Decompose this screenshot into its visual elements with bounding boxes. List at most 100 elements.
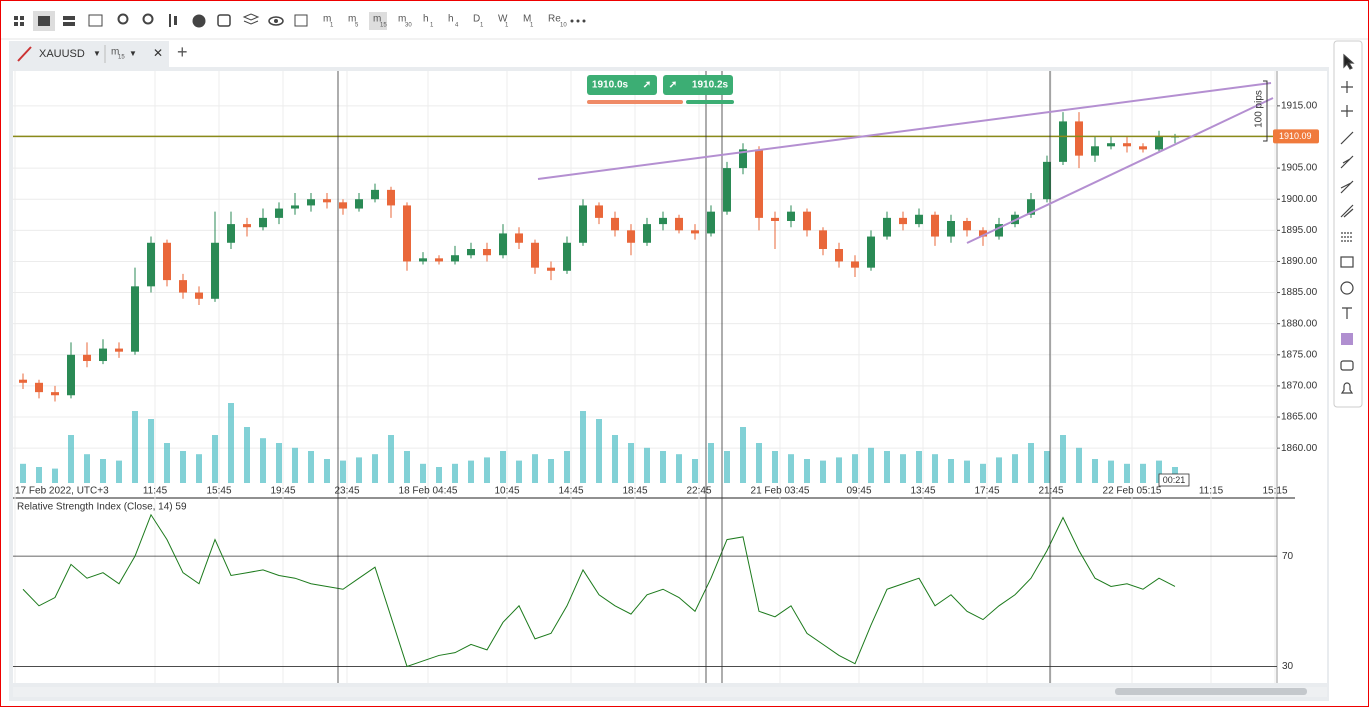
- volume-bar: [516, 460, 522, 483]
- range-bracket: [1263, 80, 1268, 142]
- tool-alert[interactable]: [1340, 382, 1354, 394]
- icon[interactable]: [88, 14, 103, 27]
- timeframe-label[interactable]: m: [323, 14, 331, 25]
- timeframe-sub[interactable]: 15: [380, 23, 387, 29]
- icon[interactable]: [20, 16, 24, 20]
- icon[interactable]: [570, 19, 574, 23]
- icon[interactable]: [174, 16, 177, 25]
- close-tab[interactable]: ✕: [153, 46, 163, 60]
- dropdown-arrow[interactable]: ▼: [93, 49, 101, 58]
- tab-timeframe-sub[interactable]: 15: [118, 55, 125, 61]
- timeframe-label[interactable]: m: [398, 14, 406, 25]
- timeframe-label[interactable]: W: [498, 14, 508, 25]
- volume-bar: [68, 435, 74, 483]
- tool-ellipse[interactable]: [1340, 281, 1354, 295]
- candle-body: [275, 208, 283, 218]
- volume-bar: [772, 451, 778, 483]
- tab-timeframe[interactable]: m: [111, 47, 119, 58]
- trend-line[interactable]: [537, 82, 1272, 180]
- icon[interactable]: [63, 22, 75, 26]
- candle-body: [803, 211, 811, 231]
- candle-body: [851, 261, 859, 268]
- arrow: ➚: [643, 80, 651, 91]
- tab[interactable]: [9, 41, 169, 67]
- candle-body: [1091, 146, 1099, 156]
- volume-bar: [452, 463, 458, 483]
- icon[interactable]: [576, 19, 580, 23]
- tool-fib[interactable]: [1340, 180, 1354, 194]
- volume-bar: [468, 460, 474, 483]
- icon[interactable]: [14, 16, 18, 20]
- tool-dot[interactable]: [1341, 105, 1353, 117]
- add-tab[interactable]: +: [177, 42, 188, 62]
- dropdown-arrow[interactable]: ▼: [129, 49, 137, 58]
- timeframe-sub[interactable]: 1: [530, 23, 534, 29]
- icon[interactable]: [274, 19, 278, 23]
- timeframe-sub[interactable]: 5: [355, 23, 359, 29]
- sell-price[interactable]: 1910.0s: [592, 80, 629, 91]
- timeframe-label[interactable]: M: [523, 14, 531, 25]
- candle-body: [563, 242, 571, 271]
- candle-body: [259, 217, 267, 228]
- timeframe-sub[interactable]: 10: [560, 23, 567, 29]
- icon[interactable]: [142, 13, 154, 25]
- scrollbar-thumb[interactable]: [1115, 688, 1307, 695]
- icon[interactable]: [169, 14, 171, 27]
- timeframe-label[interactable]: m: [348, 14, 356, 25]
- timeframe-sub[interactable]: 30: [405, 23, 412, 29]
- tool-pointer[interactable]: [1343, 53, 1355, 70]
- tab-symbol[interactable]: XAUUSD: [39, 48, 85, 60]
- candle-body: [499, 233, 507, 256]
- tool-line[interactable]: [1340, 131, 1354, 145]
- icon[interactable]: [38, 16, 50, 26]
- icon[interactable]: [217, 14, 231, 27]
- volume-bar: [340, 460, 346, 483]
- tool-screenshot[interactable]: [1340, 360, 1354, 371]
- candle-body: [19, 379, 27, 383]
- icon[interactable]: [582, 19, 586, 23]
- timeframe-sub[interactable]: 1: [480, 23, 484, 29]
- candle-body: [739, 149, 747, 169]
- icon[interactable]: [63, 16, 75, 20]
- icon[interactable]: [14, 22, 18, 26]
- icon[interactable]: [192, 14, 206, 28]
- candle-body: [835, 248, 843, 262]
- x-tick-label: 21:45: [1038, 486, 1063, 497]
- price-tag-label: 1910.09: [1279, 131, 1312, 141]
- tool-levels[interactable]: [1341, 232, 1353, 242]
- tool-crosshair[interactable]: [1341, 81, 1353, 93]
- timeframe-label[interactable]: h: [423, 14, 429, 25]
- tool-text[interactable]: [1342, 307, 1352, 319]
- tool-pencil[interactable]: [1340, 155, 1354, 169]
- trend-line[interactable]: [966, 97, 1274, 244]
- buy-button[interactable]: [663, 75, 733, 95]
- volume-bar: [36, 467, 42, 483]
- timeframe-sub[interactable]: 1: [430, 23, 434, 29]
- timeframe-label[interactable]: h: [448, 14, 454, 25]
- volume-bar: [660, 451, 666, 483]
- icon[interactable]: [242, 13, 260, 25]
- tool-channel[interactable]: [1340, 204, 1354, 218]
- timeframe-label[interactable]: m: [373, 14, 381, 25]
- volume-bar: [1140, 463, 1146, 483]
- x-tick-label: 11:15: [1199, 486, 1224, 497]
- candle-body: [1139, 146, 1147, 150]
- icon[interactable]: [117, 13, 129, 25]
- volume-bar: [836, 457, 842, 483]
- sell-button[interactable]: [587, 75, 657, 95]
- tool-rect[interactable]: [1340, 256, 1354, 268]
- timeframe-label[interactable]: Re: [548, 14, 561, 25]
- y-tick-label: 1890.00: [1281, 256, 1318, 267]
- icon[interactable]: [268, 16, 284, 26]
- icon[interactable]: [294, 14, 308, 27]
- buy-price[interactable]: 1910.2s: [692, 80, 729, 91]
- candle-body: [371, 189, 379, 200]
- icon[interactable]: [20, 22, 24, 26]
- timeframe-label[interactable]: D: [473, 14, 480, 25]
- timeframe-sub[interactable]: 1: [330, 23, 334, 29]
- volume-bar: [1156, 460, 1162, 483]
- timeframe-sub[interactable]: 4: [455, 23, 459, 29]
- timeframe-sub[interactable]: 1: [505, 23, 509, 29]
- tool-color[interactable]: [1341, 333, 1353, 345]
